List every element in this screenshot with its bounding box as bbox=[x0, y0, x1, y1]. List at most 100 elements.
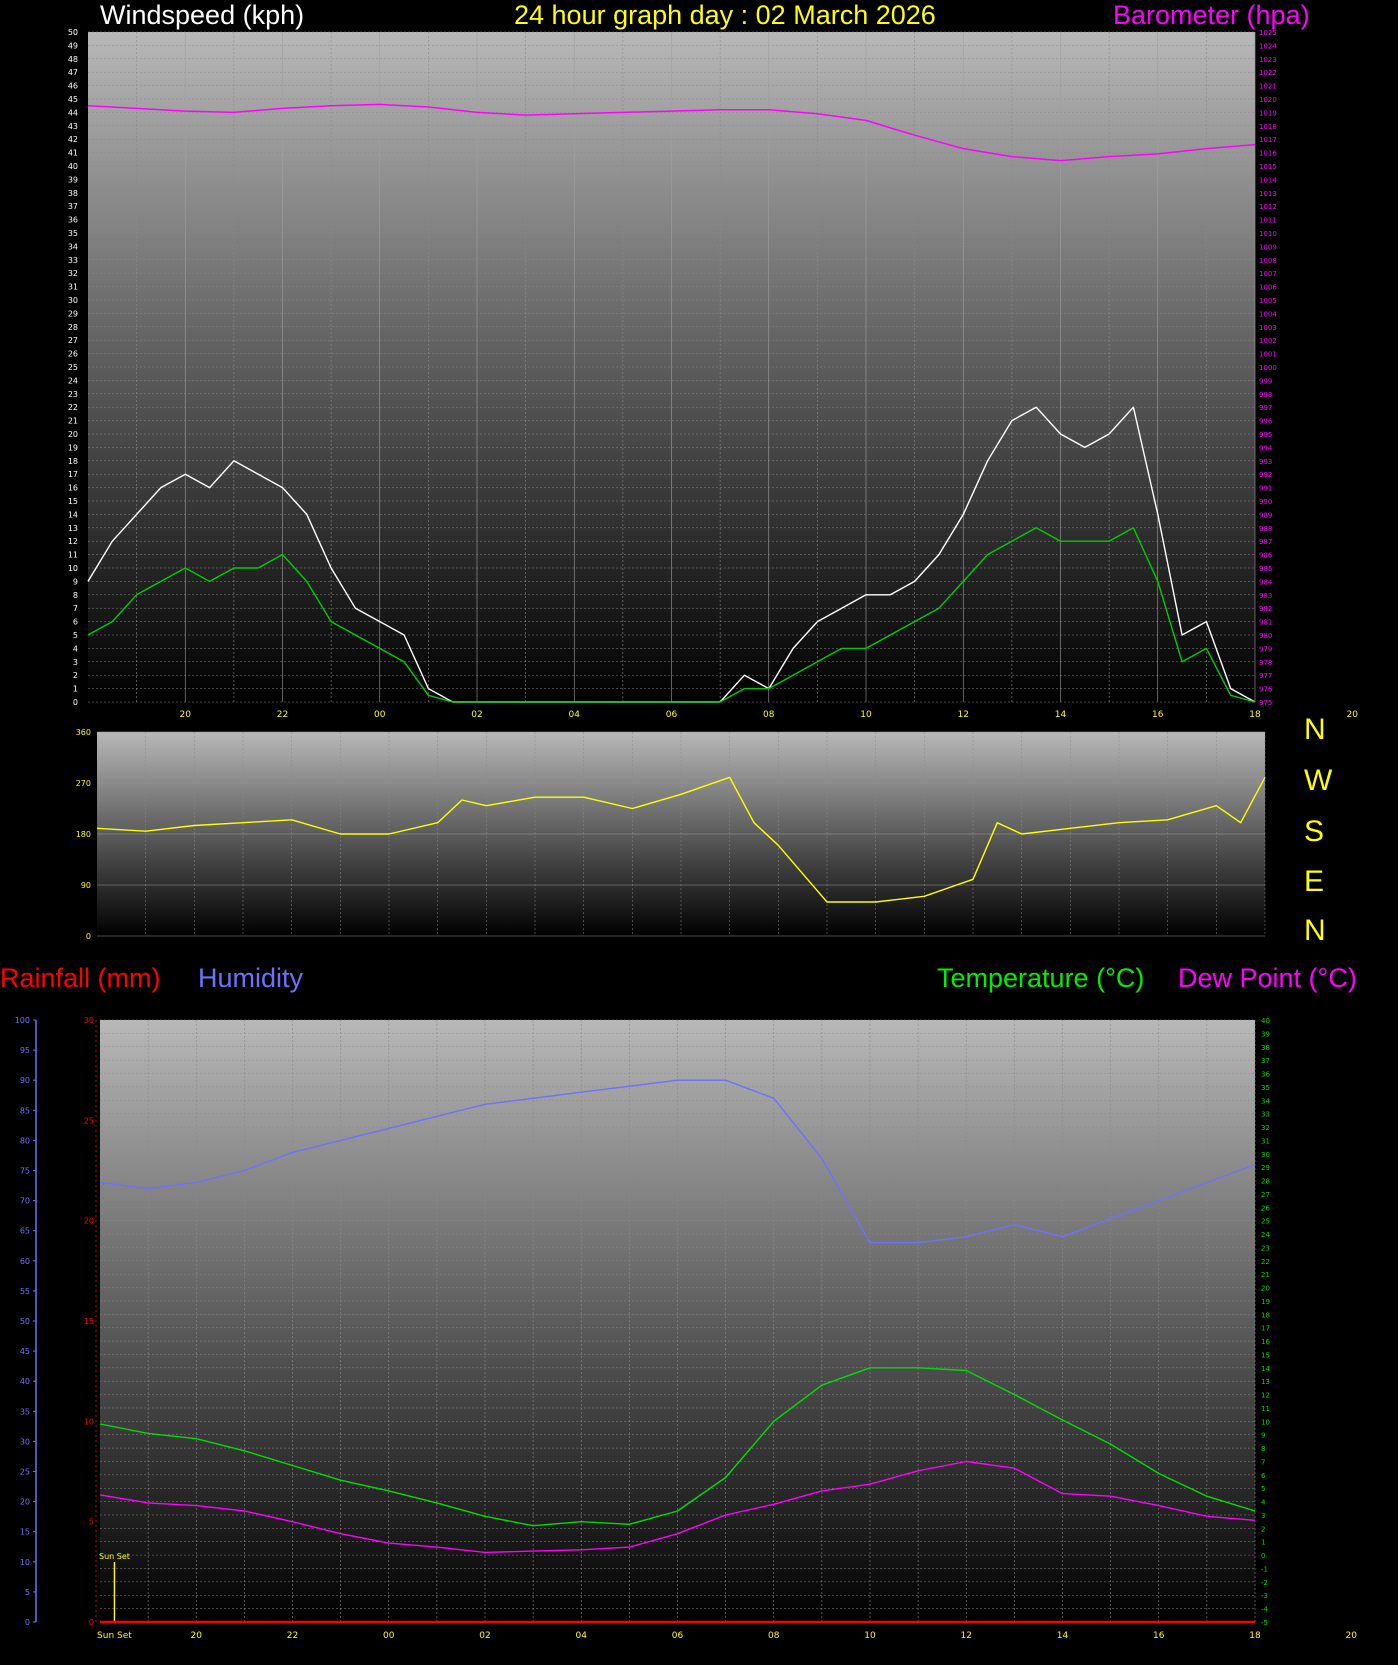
humidity-y-tick: 10 bbox=[20, 1558, 30, 1567]
baro-y-tick: 1018 bbox=[1259, 123, 1277, 131]
wind-y-tick: 9 bbox=[73, 577, 78, 586]
wind-y-tick: 35 bbox=[68, 229, 78, 238]
temp-x-tick: 14 bbox=[1057, 1631, 1069, 1641]
temp-humidity-chart: -5-4-3-2-1012345678910111213141516171819… bbox=[15, 1016, 1358, 1641]
wind-y-tick: 1 bbox=[73, 685, 78, 694]
humidity-y-tick: 80 bbox=[20, 1136, 30, 1145]
baro-y-tick: 1011 bbox=[1259, 217, 1277, 225]
direction-y-tick: 270 bbox=[76, 779, 91, 788]
wind-speed-title: Windspeed (kph) bbox=[100, 0, 305, 30]
direction-letter-n-bottom: N bbox=[1304, 914, 1326, 947]
humidity-title: Humidity bbox=[198, 963, 304, 993]
direction-letter-n-top: N bbox=[1304, 713, 1326, 746]
wind-y-tick: 32 bbox=[68, 269, 78, 278]
wind-y-tick: 23 bbox=[68, 390, 78, 399]
baro-y-tick: 988 bbox=[1259, 525, 1272, 533]
dewpoint-title: Dew Point (°C) bbox=[1178, 963, 1357, 993]
temp-y-tick: 4 bbox=[1261, 1499, 1266, 1507]
temp-x-tick: 18 bbox=[1249, 1631, 1261, 1641]
temp-x-tick: 20 bbox=[1346, 1631, 1358, 1641]
direction-y-tick: 180 bbox=[76, 830, 91, 839]
baro-y-tick: 989 bbox=[1259, 511, 1272, 519]
baro-y-tick: 1010 bbox=[1259, 230, 1277, 238]
baro-y-tick: 1022 bbox=[1259, 69, 1277, 77]
wind-y-tick: 34 bbox=[68, 242, 78, 251]
temp-y-tick: 28 bbox=[1261, 1178, 1270, 1186]
temp-y-tick: 30 bbox=[1261, 1151, 1270, 1159]
temp-x-tick: 02 bbox=[479, 1631, 490, 1641]
baro-y-tick: 1014 bbox=[1259, 176, 1277, 184]
baro-y-tick: 975 bbox=[1259, 699, 1272, 707]
wind-y-tick: 37 bbox=[68, 202, 78, 211]
wind-x-tick: 00 bbox=[374, 710, 386, 720]
temp-y-tick: 3 bbox=[1261, 1512, 1265, 1520]
baro-y-tick: 984 bbox=[1259, 578, 1273, 586]
temp-y-tick: 10 bbox=[1261, 1418, 1270, 1426]
humidity-y-tick: 60 bbox=[20, 1257, 30, 1266]
baro-y-tick: 1005 bbox=[1259, 297, 1277, 305]
baro-y-tick: 1001 bbox=[1259, 351, 1277, 359]
wind-y-tick: 19 bbox=[68, 443, 78, 452]
humidity-y-tick: 25 bbox=[20, 1468, 30, 1477]
rainfall-title: Rainfall (mm) bbox=[0, 963, 161, 993]
wind-y-tick: 25 bbox=[68, 363, 78, 372]
temp-y-tick: 11 bbox=[1261, 1405, 1270, 1413]
baro-y-tick: 987 bbox=[1259, 538, 1272, 546]
temp-y-tick: 16 bbox=[1261, 1338, 1270, 1346]
temp-y-tick: 36 bbox=[1261, 1071, 1270, 1079]
temp-y-tick: 18 bbox=[1261, 1311, 1270, 1319]
baro-y-tick: 980 bbox=[1259, 632, 1272, 640]
wind-y-tick: 10 bbox=[68, 564, 78, 573]
temp-y-tick: -1 bbox=[1261, 1565, 1268, 1573]
humidity-y-tick: 55 bbox=[20, 1287, 30, 1296]
temp-y-tick: 38 bbox=[1261, 1044, 1270, 1052]
wind-y-tick: 47 bbox=[68, 68, 78, 77]
temp-y-tick: 31 bbox=[1261, 1137, 1270, 1145]
wind-y-tick: 36 bbox=[68, 216, 78, 225]
barometer-line bbox=[87, 103, 1256, 162]
baro-y-tick: 991 bbox=[1259, 485, 1272, 493]
wind-y-tick: 43 bbox=[68, 122, 78, 131]
wind-x-tick: 20 bbox=[180, 710, 192, 720]
baro-y-tick: 990 bbox=[1259, 498, 1272, 506]
baro-y-tick: 1002 bbox=[1259, 337, 1277, 345]
wind-y-tick: 22 bbox=[68, 403, 78, 412]
temp-y-tick: 8 bbox=[1261, 1445, 1265, 1453]
wind-x-tick: 22 bbox=[277, 710, 288, 720]
baro-y-tick: 1013 bbox=[1259, 190, 1277, 198]
direction-y-tick: 0 bbox=[86, 932, 91, 941]
temp-y-tick: 33 bbox=[1261, 1111, 1270, 1119]
baro-y-tick: 976 bbox=[1259, 686, 1273, 694]
baro-y-tick: 1019 bbox=[1259, 109, 1277, 117]
temp-y-tick: 9 bbox=[1261, 1432, 1265, 1440]
baro-y-tick: 979 bbox=[1259, 645, 1272, 653]
wind-x-tick: 04 bbox=[569, 710, 581, 720]
temp-y-tick: 40 bbox=[1261, 1017, 1270, 1025]
wind-gust-line bbox=[87, 406, 1256, 703]
wind-y-tick: 18 bbox=[68, 457, 78, 466]
wind-y-tick: 8 bbox=[73, 591, 78, 600]
baro-y-tick: 1017 bbox=[1259, 136, 1277, 144]
temp-y-tick: 6 bbox=[1261, 1472, 1266, 1480]
humidity-y-tick: 90 bbox=[20, 1076, 30, 1085]
baro-y-tick: 1007 bbox=[1259, 270, 1277, 278]
humidity-y-tick: 20 bbox=[20, 1498, 30, 1507]
temp-y-tick: 21 bbox=[1261, 1271, 1270, 1279]
temp-y-tick: 23 bbox=[1261, 1244, 1270, 1252]
rain-y-tick: 15 bbox=[84, 1317, 94, 1326]
temp-y-tick: 34 bbox=[1261, 1097, 1270, 1105]
wind-y-tick: 7 bbox=[73, 604, 78, 613]
wind-y-tick: 3 bbox=[73, 658, 78, 667]
wind-y-tick: 45 bbox=[68, 95, 78, 104]
wind-x-tick: 20 bbox=[1347, 710, 1359, 720]
temp-x-tick: 20 bbox=[191, 1631, 203, 1641]
baro-y-tick: 1003 bbox=[1259, 324, 1277, 332]
baro-y-tick: 983 bbox=[1259, 592, 1272, 600]
rain-y-tick: 30 bbox=[84, 1016, 94, 1025]
wind-y-tick: 46 bbox=[68, 82, 78, 91]
rain-y-tick: 20 bbox=[84, 1217, 94, 1226]
wind-average-line bbox=[87, 527, 1256, 703]
baro-y-tick: 1020 bbox=[1259, 96, 1277, 104]
wind-x-tick: 10 bbox=[860, 710, 872, 720]
